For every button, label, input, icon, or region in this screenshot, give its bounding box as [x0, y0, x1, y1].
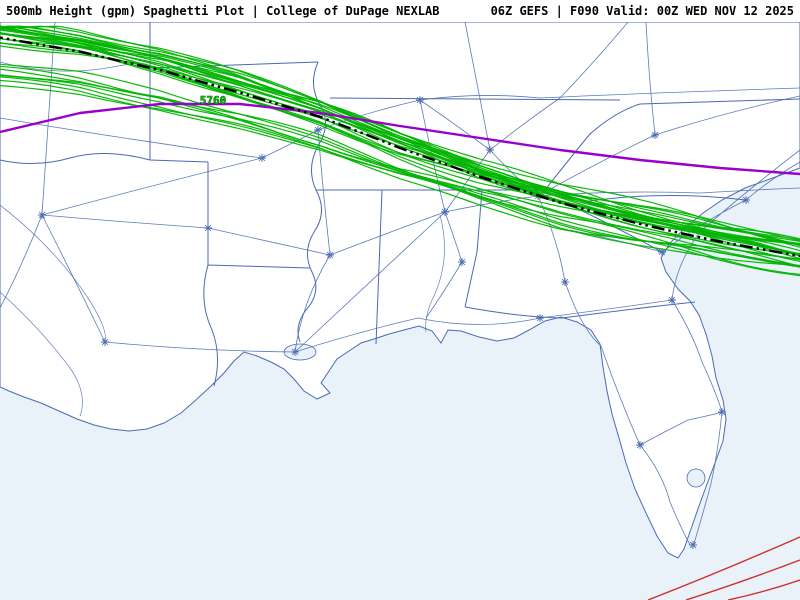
ensemble-member-line: [0, 74, 800, 261]
city-star-icon: [314, 126, 322, 134]
city-star-icon: [101, 338, 109, 346]
city-star-icon: [658, 248, 666, 256]
model-run-valid-time: 06Z GEFS | F090 Valid: 00Z WED NOV 12 20…: [490, 4, 794, 18]
purple-contour-line: [0, 102, 800, 176]
ensemble-member-line: [0, 28, 800, 246]
city-star-icon: [486, 146, 494, 154]
city-star-icon: [651, 131, 659, 139]
city-star-icon: [326, 251, 334, 259]
ensemble-member-line: [0, 25, 800, 241]
lake-okeechobee: [686, 468, 706, 488]
red-contour-line: [647, 536, 800, 600]
contour-label-5760: 5760: [200, 94, 227, 107]
city-star-icon: [536, 314, 544, 322]
city-star-icon: [458, 258, 466, 266]
ensemble-member-line: [0, 74, 800, 267]
mean-height-dashdot-line: [0, 36, 800, 258]
red-contour-lines: [647, 536, 800, 600]
ensemble-member-line: [0, 33, 800, 255]
city-star-icon: [561, 278, 569, 286]
city-star-icon: [416, 96, 424, 104]
ensemble-member-line: [0, 76, 800, 277]
ensemble-member-line: [0, 25, 800, 247]
ensemble-member-line: [0, 32, 800, 255]
purple-mean-contour: [0, 102, 800, 176]
plot-title: 500mb Height (gpm) Spaghetti Plot | Coll…: [6, 4, 440, 18]
city-star-icon: [636, 441, 644, 449]
city-star-icon: [38, 211, 46, 219]
city-star-icon: [668, 296, 676, 304]
city-star-icon: [441, 208, 449, 216]
red-contour-line: [727, 579, 800, 600]
ensemble-member-line: [0, 32, 800, 245]
red-contour-line: [685, 559, 800, 600]
city-markers: [38, 96, 750, 549]
rivers: [0, 61, 445, 417]
city-star-icon: [291, 348, 299, 356]
city-star-icon: [718, 408, 726, 416]
city-star-icon: [689, 541, 697, 549]
city-star-icon: [204, 224, 212, 232]
ensemble-member-line: [0, 63, 800, 267]
ensemble-mean-line: [0, 36, 800, 258]
title-bar: 500mb Height (gpm) Spaghetti Plot | Coll…: [0, 0, 800, 22]
city-star-icon: [742, 196, 750, 204]
city-star-icon: [258, 154, 266, 162]
